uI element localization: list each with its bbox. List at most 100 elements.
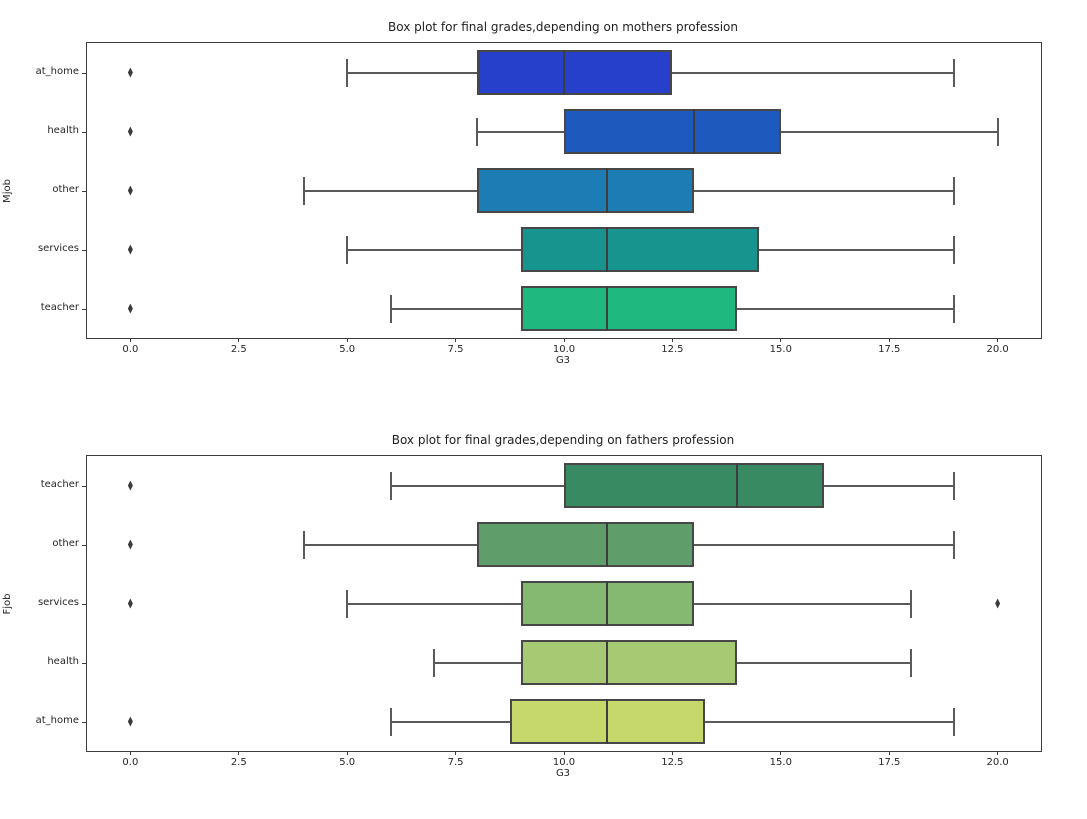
- x-tick-label: 17.5: [878, 757, 901, 768]
- y-tick-label-at_home: at_home: [35, 65, 79, 77]
- median-at_home: [606, 699, 609, 744]
- whisker-cap-low-at_home: [346, 58, 349, 87]
- outlier-services-1: [995, 598, 1001, 609]
- x-tick-label: 10.0: [552, 344, 576, 355]
- median-teacher: [606, 286, 609, 331]
- x-axis-label: G3: [555, 768, 571, 779]
- outlier-services-0: [127, 244, 133, 255]
- x-tick-mark: [563, 751, 565, 755]
- x-tick-label: 2.5: [230, 344, 247, 355]
- y-tick-mark: [82, 72, 86, 74]
- mjob-boxplot-chart: Box plot for final grades,depending on m…: [0, 0, 1087, 406]
- x-tick-mark: [780, 751, 782, 755]
- median-health: [606, 640, 609, 685]
- x-tick-label: 12.5: [661, 344, 684, 355]
- fjob-boxplot-chart: Box plot for final grades,depending on f…: [0, 413, 1087, 819]
- y-tick-mark: [82, 190, 86, 192]
- x-tick-label: 10.0: [552, 757, 576, 768]
- y-tick-label-other: other: [52, 183, 79, 195]
- x-tick-mark: [346, 338, 348, 342]
- whisker-cap-low-at_home: [389, 707, 392, 736]
- y-tick-label-services: services: [37, 242, 79, 254]
- box-other: [477, 168, 695, 213]
- whisker-cap-high-services: [953, 235, 956, 264]
- whisker-cap-low-other: [302, 176, 305, 205]
- box-health: [520, 640, 738, 685]
- x-tick-label: 0.0: [122, 757, 139, 768]
- y-tick-mark: [82, 131, 86, 133]
- x-tick-label: 2.5: [230, 757, 247, 768]
- x-tick-mark: [129, 751, 131, 755]
- y-tick-label-teacher: teacher: [40, 301, 79, 313]
- median-teacher: [736, 463, 739, 508]
- box-other: [477, 522, 695, 567]
- x-tick-mark: [780, 338, 782, 342]
- outlier-other-0: [127, 539, 133, 550]
- x-tick-label: 15.0: [769, 344, 792, 355]
- median-health: [693, 109, 696, 154]
- x-tick-label: 20.0: [986, 757, 1009, 768]
- x-tick-mark: [888, 751, 890, 755]
- x-tick-mark: [888, 338, 890, 342]
- box-services: [520, 227, 760, 272]
- outlier-at_home-0: [127, 67, 133, 78]
- plot-area: 0.0 2.5 5.0 7.5 10.0 12.5 15.0 17.5 20.0 at_home h…: [36, 42, 1042, 355]
- box-at_home: [477, 50, 673, 95]
- y-tick-label-at_home: at_home: [35, 714, 79, 726]
- x-tick-label: 15.0: [769, 757, 792, 768]
- x-tick-mark: [346, 751, 348, 755]
- x-tick-label: 12.5: [661, 757, 684, 768]
- x-tick-mark: [238, 338, 240, 342]
- median-other: [606, 522, 609, 567]
- x-tick-label: 0.0: [122, 344, 139, 355]
- x-tick-mark: [455, 751, 457, 755]
- x-tick-mark: [455, 338, 457, 342]
- plot-area: 0.0 2.5 5.0 7.5 10.0 12.5 15.0 17.5 20.0 teacher o…: [36, 455, 1042, 768]
- x-axis-label: G3: [555, 355, 571, 366]
- y-tick-mark: [82, 603, 86, 605]
- x-tick-label: 5.0: [339, 757, 356, 768]
- x-tick-label: 7.5: [447, 757, 464, 768]
- whisker-cap-high-at_home: [953, 707, 956, 736]
- whisker-cap-high-other: [953, 176, 956, 205]
- whisker-cap-high-health: [909, 648, 912, 677]
- y-tick-label-health: health: [47, 655, 79, 667]
- x-tick-mark: [671, 751, 673, 755]
- median-at_home: [563, 50, 565, 95]
- whisker-cap-low-health: [476, 117, 479, 146]
- y-tick-label-teacher: teacher: [40, 478, 79, 490]
- box-health: [564, 109, 781, 154]
- outlier-other-0: [127, 185, 133, 196]
- chart-title: Box plot for final grades,depending on f…: [391, 433, 735, 447]
- median-other: [606, 168, 609, 213]
- whisker-cap-low-other: [302, 530, 305, 559]
- y-tick-label-other: other: [52, 537, 79, 549]
- box-teacher: [520, 286, 738, 331]
- y-tick-mark: [82, 485, 86, 487]
- x-tick-mark: [997, 338, 999, 342]
- y-tick-mark: [82, 308, 86, 310]
- chart-title: Box plot for final grades,depending on m…: [388, 20, 738, 34]
- whisker-cap-high-teacher: [953, 294, 956, 323]
- x-tick-mark: [238, 751, 240, 755]
- x-tick-label: 5.0: [339, 344, 356, 355]
- whisker-cap-high-at_home: [953, 58, 956, 87]
- x-tick-mark: [129, 338, 131, 342]
- median-services: [606, 227, 609, 272]
- whisker-cap-high-health: [996, 117, 999, 146]
- x-tick-label: 7.5: [447, 344, 464, 355]
- y-tick-mark: [82, 249, 86, 251]
- whisker-cap-high-services: [909, 589, 912, 618]
- y-tick-mark: [82, 662, 86, 664]
- whisker-cap-high-other: [953, 530, 956, 559]
- x-tick-mark: [563, 338, 565, 342]
- whisker-cap-low-services: [346, 589, 349, 618]
- y-tick-mark: [82, 544, 86, 546]
- median-services: [606, 581, 609, 626]
- whisker-cap-high-teacher: [953, 471, 956, 500]
- box-teacher: [564, 463, 825, 508]
- x-tick-mark: [671, 338, 673, 342]
- outlier-services-0: [127, 598, 133, 609]
- whisker-cap-low-teacher: [389, 294, 392, 323]
